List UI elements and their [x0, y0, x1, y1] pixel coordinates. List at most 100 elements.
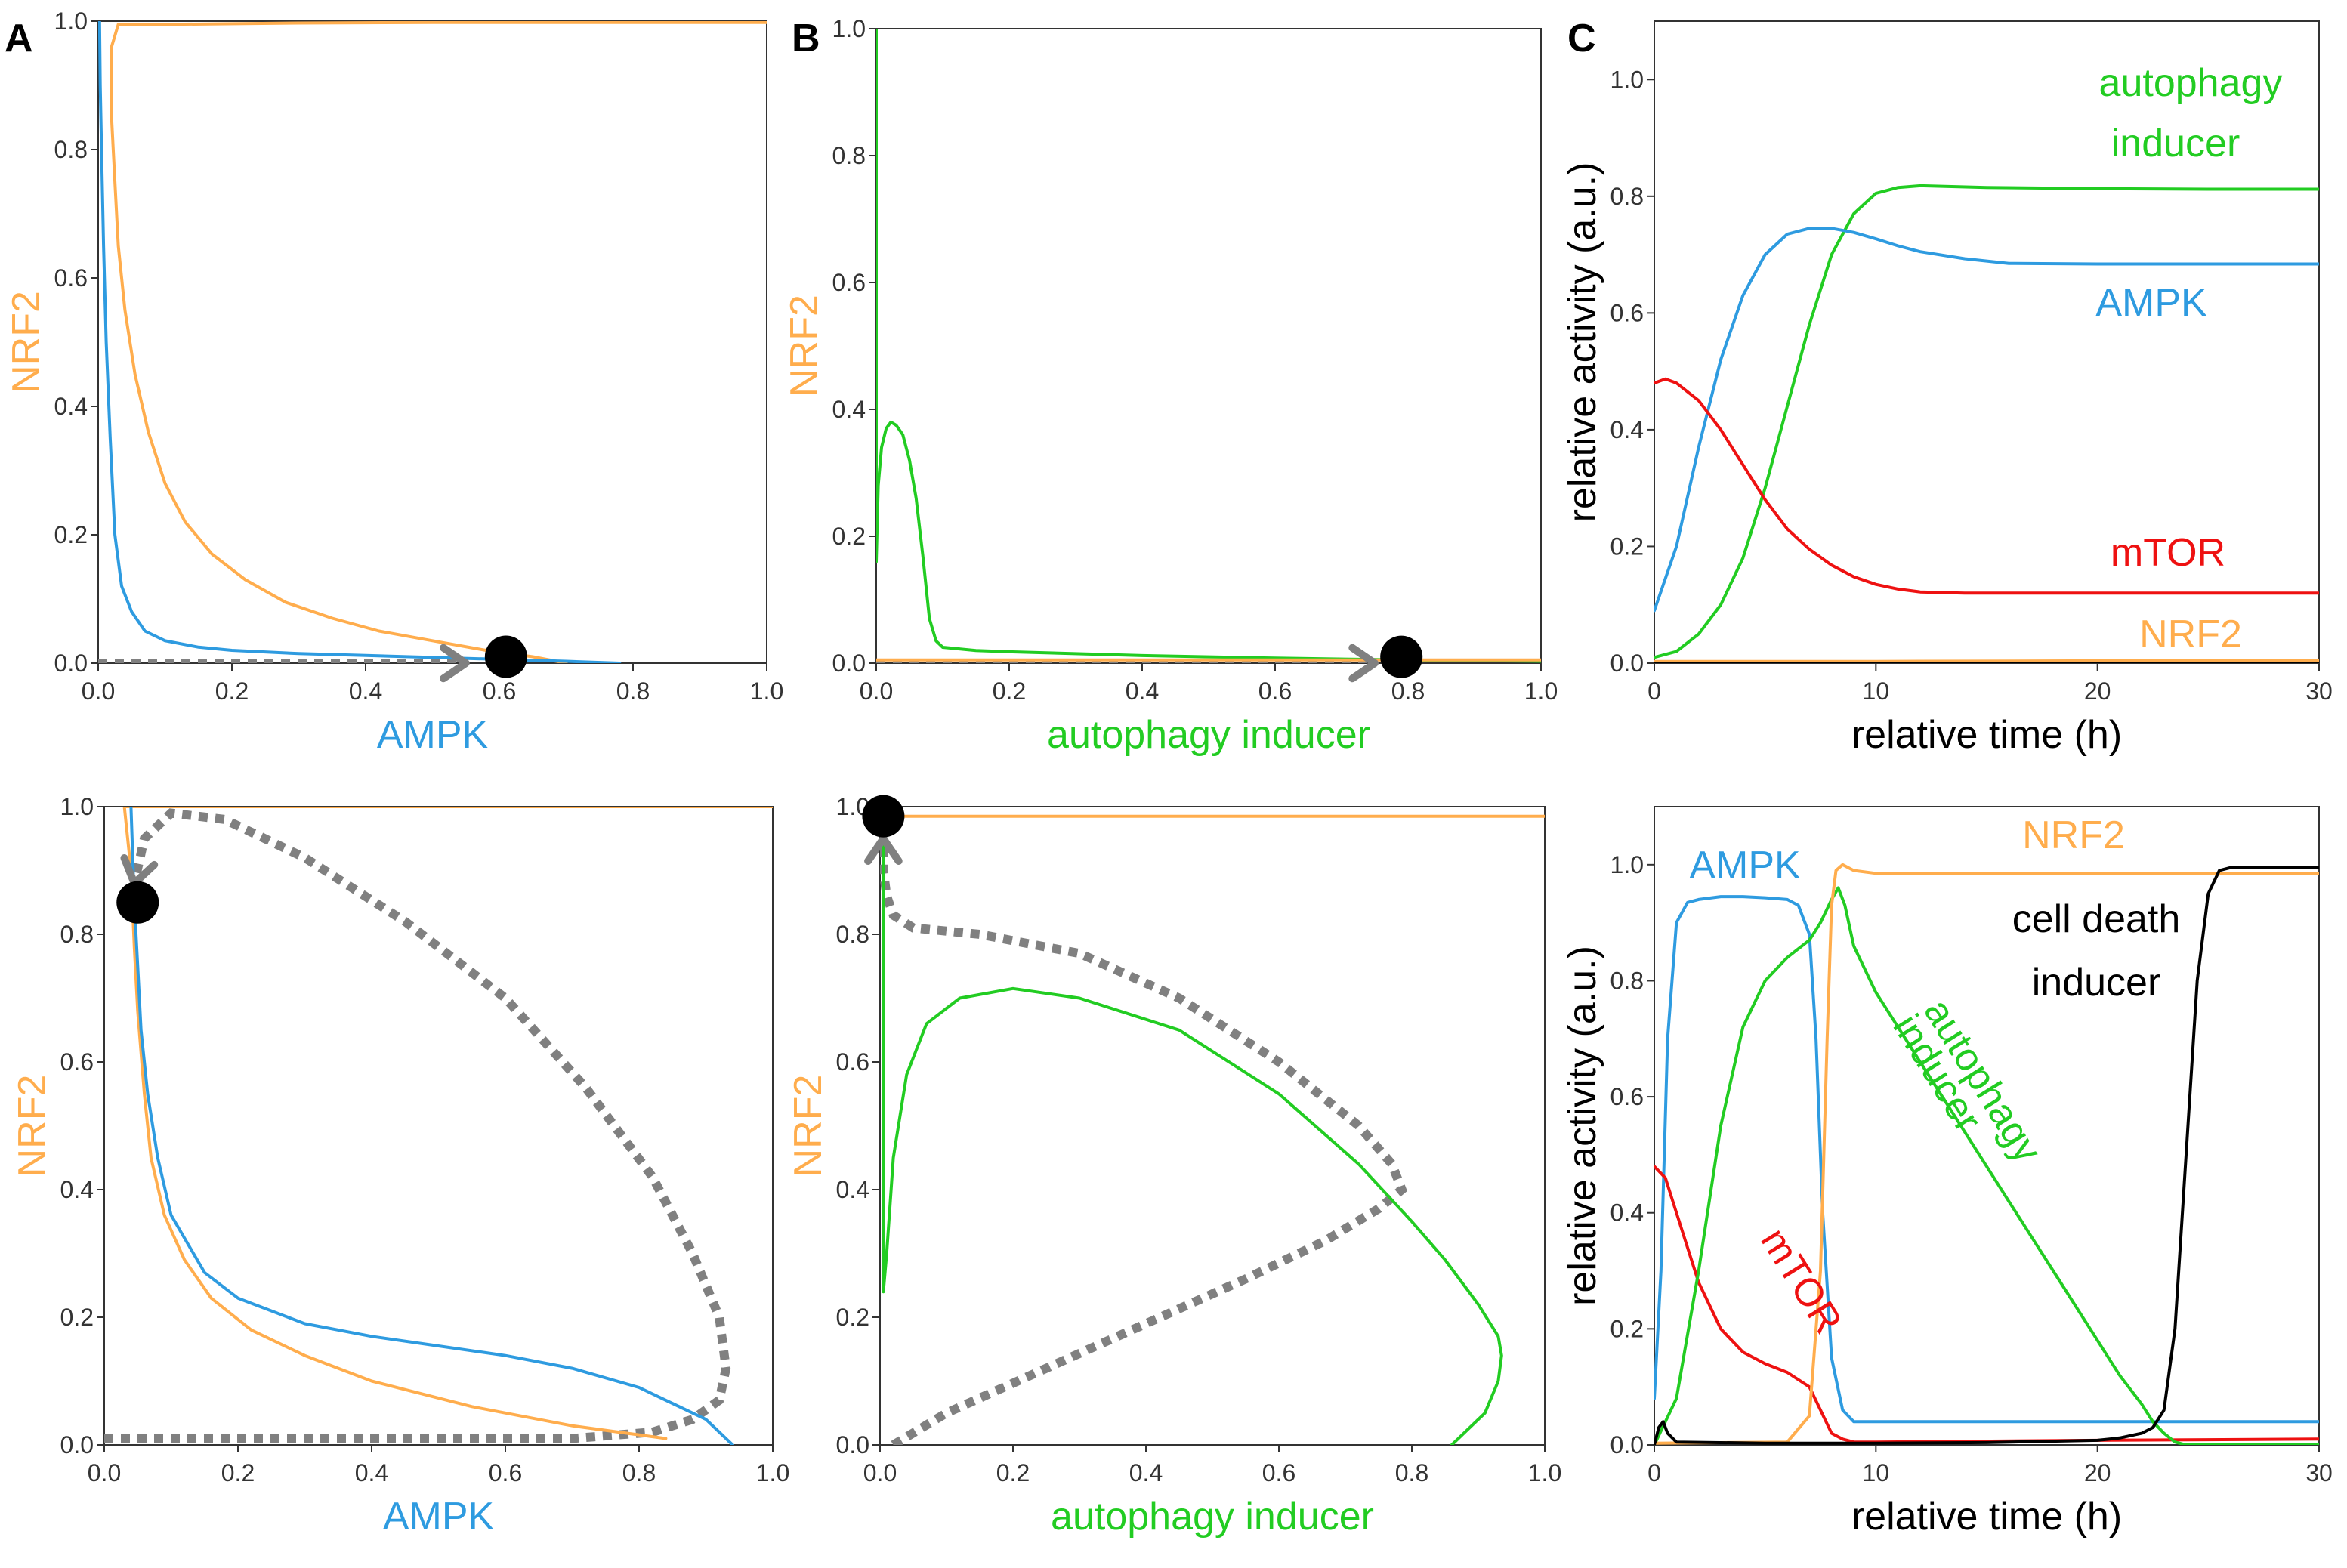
x-tick-label: 30: [2305, 678, 2333, 705]
c-top-ampk-label: AMPK: [2095, 281, 2207, 325]
plot-frame: [875, 28, 1542, 664]
x-tick-label: 0.8: [1395, 1459, 1428, 1486]
y-axis-label: NRF2: [783, 295, 826, 397]
x-tick-label: 0.4: [1129, 1459, 1163, 1486]
plot-frame: [97, 20, 767, 664]
series-autophagy: [876, 29, 1541, 663]
x-tick-label: 10: [1863, 1459, 1890, 1486]
plot-area: [876, 29, 1541, 663]
plot-frame: [1654, 806, 2320, 1446]
x-tick-label: 30: [2305, 1459, 2333, 1486]
x-tick-label: 1.0: [1528, 1459, 1561, 1486]
x-axis-label: autophagy inducer: [1047, 713, 1370, 757]
series-nrf2: [1654, 863, 2319, 1445]
panel-label-a: A: [5, 17, 33, 60]
trajectory-arrowhead: [864, 835, 903, 865]
y-tick-label: 0.2: [1610, 532, 1644, 560]
y-tick-label: 0.8: [1610, 967, 1644, 994]
y-tick-label: 0.2: [60, 1304, 94, 1331]
plot-area: [1654, 863, 2319, 1445]
c-top-mtor-label: mTOR: [2111, 531, 2225, 575]
x-tick-label: 0.0: [82, 678, 115, 705]
series-ampk: [1654, 227, 2319, 613]
series-nrf2: [110, 21, 767, 663]
y-tick-label: 0.8: [1610, 183, 1644, 210]
x-tick-label: 20: [2084, 1459, 2111, 1486]
y-axis-label: NRF2: [5, 291, 48, 394]
y-axis-label: NRF2: [11, 1075, 54, 1178]
x-axis-label: relative time (h): [1851, 713, 2122, 757]
x-tick-label: 0.2: [996, 1459, 1030, 1486]
trajectory-path: [880, 838, 1407, 1445]
x-tick-label: 0.2: [221, 1459, 255, 1486]
y-tick-label: 1.0: [1610, 851, 1644, 878]
x-tick-label: 0.4: [349, 678, 382, 705]
steady-state-marker: [116, 881, 159, 924]
x-tick-label: 0.6: [1258, 678, 1292, 705]
x-axis-label: AMPK: [377, 713, 489, 757]
chart-a-bottom: 0.0 0.2 0.4 0.6 0.8 1.0 0.0 0.2 0.4 0.6 0.8 1.0 AMPK…: [11, 793, 789, 1539]
x-tick-label: 1.0: [1524, 678, 1558, 705]
y-tick-label: 0.0: [832, 650, 866, 677]
plot-area: [98, 21, 767, 663]
y-tick-label: 0.4: [1610, 416, 1644, 443]
trajectory-arrowhead: [440, 644, 470, 683]
y-tick-label: 0.8: [54, 136, 88, 163]
x-tick-label: 20: [2084, 678, 2111, 705]
y-axis-label: NRF2: [786, 1075, 830, 1178]
chart-c-top: 0 10 20 30 0.0 0.2 0.4 0.6 0.8 1.0 relative time (…: [1561, 20, 2333, 757]
chart-c-bottom: 0 10 20 30 0.0 0.2 0.4 0.6 0.8 1.0 relative time (…: [1561, 806, 2333, 1539]
y-tick-label: 0.6: [54, 264, 88, 292]
y-tick-label: 0.2: [832, 523, 866, 550]
x-tick-label: 0.6: [1262, 1459, 1295, 1486]
y-tick-label: 0.0: [836, 1431, 869, 1458]
x-tick-label: 0.2: [215, 678, 249, 705]
x-axis-label: relative time (h): [1851, 1495, 2122, 1539]
c-top-nrf2-label: NRF2: [2139, 613, 2242, 656]
y-tick-label: 0.4: [54, 393, 88, 420]
y-tick-label: 0.4: [60, 1176, 94, 1203]
y-tick-label: 0.4: [836, 1176, 869, 1203]
plot-frame: [879, 806, 1546, 1446]
y-tick-label: 0.6: [1610, 1083, 1644, 1110]
series-nrf2: [122, 807, 773, 1440]
series-mtor: [1654, 1165, 2319, 1444]
y-tick-label: 0.2: [836, 1304, 869, 1331]
steady-state-marker: [1380, 635, 1423, 678]
y-tick-label: 0.0: [1610, 1431, 1644, 1458]
y-tick-label: 0.0: [1610, 650, 1644, 677]
plot-area: [880, 814, 1545, 1445]
x-tick-label: 10: [1863, 678, 1890, 705]
y-tick-label: 0.4: [1610, 1199, 1644, 1227]
plot-frame: [103, 806, 774, 1446]
y-tick-label: 0.4: [832, 396, 866, 423]
plot-area: [1654, 184, 2319, 663]
series-ampk: [129, 807, 734, 1445]
series-ampk: [1654, 895, 2319, 1424]
x-tick-label: 0: [1648, 1459, 1661, 1486]
y-tick-label: 1.0: [832, 15, 866, 42]
x-tick-label: 1.0: [756, 1459, 789, 1486]
steady-state-marker: [484, 635, 527, 678]
c-bottom-ampk-label: AMPK: [1689, 844, 1801, 887]
x-tick-label: 0.2: [993, 678, 1026, 705]
panel-label-b: B: [792, 17, 820, 60]
x-tick-label: 1.0: [750, 678, 783, 705]
x-axis-label: AMPK: [383, 1495, 495, 1539]
series-autophagy: [1654, 886, 2319, 1445]
x-tick-label: 0.4: [1126, 678, 1159, 705]
y-tick-label: 0.8: [832, 142, 866, 169]
y-tick-label: 0.8: [836, 921, 869, 948]
c-top-autophagy-label-2: inducer: [2111, 122, 2240, 165]
series-autophagy: [1654, 184, 2319, 659]
y-tick-label: 0.2: [54, 521, 88, 548]
plot-area: [104, 807, 773, 1445]
series-mtor: [1654, 377, 2319, 595]
x-tick-label: 0.8: [616, 678, 650, 705]
y-tick-label: 1.0: [1610, 66, 1644, 93]
series-autophagy: [882, 817, 1503, 1445]
chart-b-top: 0.0 0.2 0.4 0.6 0.8 1.0 0.0 0.2 0.4 0.6 0.8 1.0 auto…: [783, 15, 1558, 757]
panel-label-c: C: [1567, 17, 1596, 60]
c-bottom-death-label-2: inducer: [2032, 961, 2161, 1005]
